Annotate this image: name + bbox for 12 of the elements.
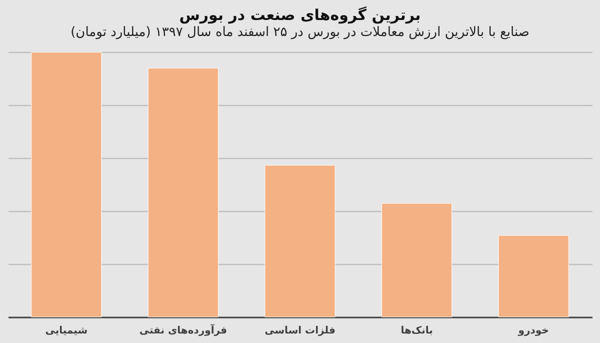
bar — [498, 235, 569, 318]
x-tick-label: بانک‌ها — [400, 326, 433, 336]
bar — [31, 52, 102, 318]
bar — [382, 203, 452, 318]
bar — [264, 165, 336, 318]
bar — [148, 68, 218, 318]
x-tick-label: فلزات اساسی — [264, 326, 336, 336]
x-tick-label: خودرو — [517, 326, 549, 336]
chart-subtitle: صنایع با بالاترین ارزش معاملات در بورس در ۲۵ اسفند ماه سال ۱۳۹۷ (میلیارد تومان) — [70, 25, 530, 40]
x-tick-label: شیمیایی — [45, 326, 88, 336]
chart-title: برترین گروه‌های صنعت در بورس — [179, 6, 421, 24]
x-tick-label: فرآورده‌های نفتی — [139, 324, 228, 336]
